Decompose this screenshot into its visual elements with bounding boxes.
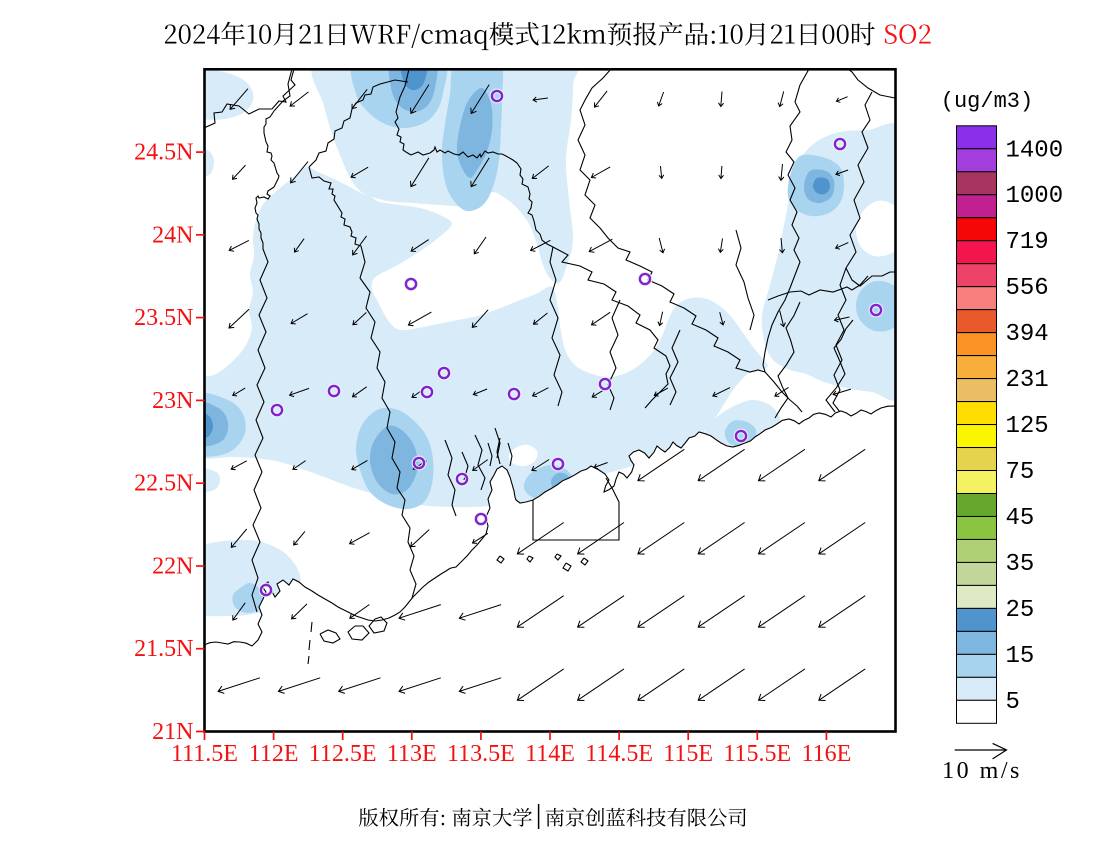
- svg-text:22N: 22N: [152, 554, 193, 580]
- svg-text:75: 75: [1006, 459, 1035, 486]
- svg-text:719: 719: [1006, 229, 1049, 256]
- svg-text:15: 15: [1006, 643, 1035, 670]
- svg-text:115E: 115E: [663, 741, 713, 767]
- svg-text:1000: 1000: [1006, 183, 1064, 210]
- svg-text:125: 125: [1006, 413, 1049, 440]
- svg-text:10 m/s: 10 m/s: [942, 758, 1022, 784]
- svg-text:35: 35: [1006, 551, 1035, 578]
- svg-text:5: 5: [1006, 689, 1020, 716]
- svg-text:1400: 1400: [1006, 137, 1064, 164]
- svg-text:112E: 112E: [249, 741, 299, 767]
- svg-text:23N: 23N: [152, 388, 193, 414]
- svg-text:(ug/m3): (ug/m3): [941, 89, 1033, 114]
- svg-text:21.5N: 21.5N: [134, 636, 193, 662]
- svg-text:115.5E: 115.5E: [723, 741, 791, 767]
- svg-text:23.5N: 23.5N: [134, 305, 193, 331]
- svg-text:24N: 24N: [152, 222, 193, 248]
- svg-text:116E: 116E: [802, 741, 852, 767]
- svg-text:22.5N: 22.5N: [134, 471, 193, 497]
- svg-text:113.5E: 113.5E: [447, 741, 515, 767]
- svg-text:111.5E: 111.5E: [171, 741, 238, 767]
- svg-text:556: 556: [1006, 275, 1049, 302]
- svg-text:114.5E: 114.5E: [585, 741, 653, 767]
- svg-text:112.5E: 112.5E: [309, 741, 377, 767]
- svg-text:25: 25: [1006, 597, 1035, 624]
- svg-text:231: 231: [1006, 367, 1049, 394]
- svg-text:24.5N: 24.5N: [134, 140, 193, 166]
- svg-text:114E: 114E: [525, 741, 575, 767]
- svg-text:394: 394: [1006, 321, 1049, 348]
- svg-text:45: 45: [1006, 505, 1035, 532]
- svg-text:113E: 113E: [387, 741, 437, 767]
- svg-text:21N: 21N: [152, 719, 193, 745]
